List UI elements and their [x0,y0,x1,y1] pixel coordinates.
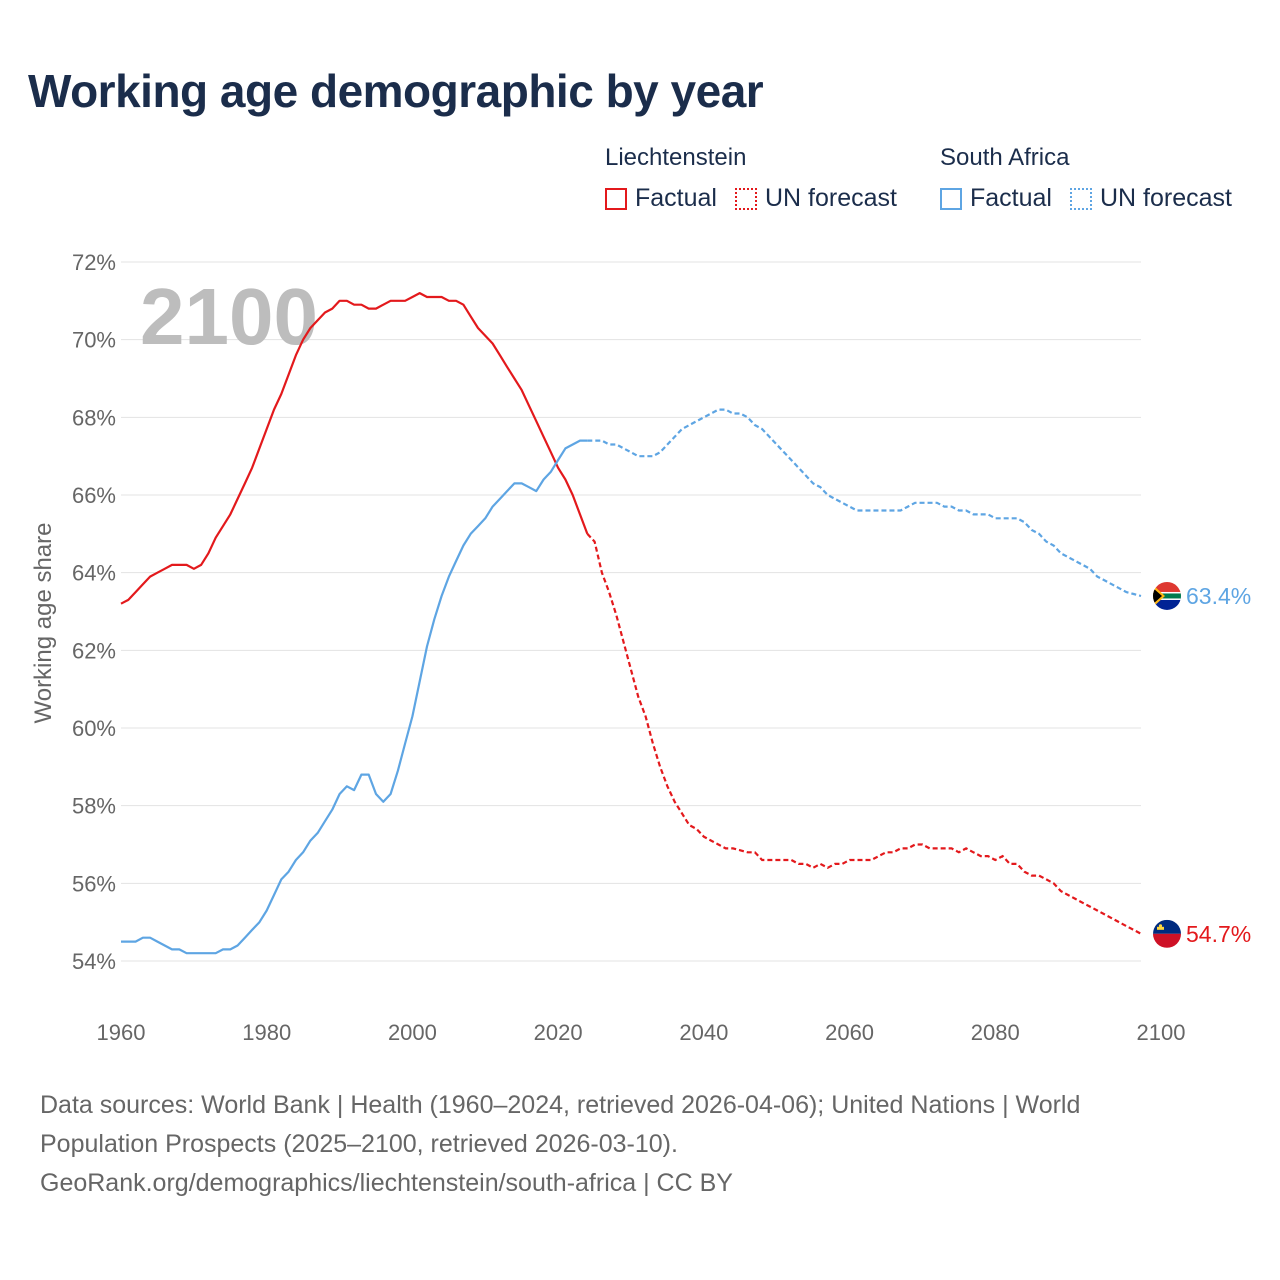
series-line-forecast [586,533,1142,935]
x-tick-label: 2020 [534,1020,583,1045]
x-tick-label: 2060 [825,1020,874,1045]
legend-group-name: South Africa [940,144,1070,171]
x-tick-label: 2100 [1137,1020,1186,1045]
legend-group-name: Liechtenstein [605,144,747,171]
x-tick-label: 1960 [97,1020,146,1045]
y-tick-label: 68% [72,405,116,430]
legend-group-liechtenstein: Liechtenstein Factual UN forecast [605,144,915,213]
y-axis-label: Working age share [30,523,57,724]
year-overlay: 2100 [140,272,318,361]
x-tick-label: 1980 [242,1020,291,1045]
y-tick-label: 56% [72,871,116,896]
y-tick-label: 58% [72,794,116,819]
y-axis-ticks: 54% 56% 58% 60% 62% 64% 66% 68% 70% 72% [72,250,116,974]
legend-swatch-dotted [734,187,757,210]
legend-item-factual[interactable]: Factual [940,184,1052,213]
legend-label: UN forecast [1099,184,1232,212]
legend-swatch-solid [605,187,627,210]
chart-title: Working age demographic by year [28,65,764,117]
series-line-factual [120,292,589,605]
legend-item-forecast[interactable]: UN forecast [734,184,897,213]
legend-swatch-dotted [1069,187,1092,210]
legend-group-south-africa: South Africa Factual UN forecast [940,144,1250,213]
legend-label: UN forecast [764,184,897,212]
south-africa-flag-icon [1153,581,1181,610]
footer: Data sources: World Bank | Health (1960–… [40,1086,1160,1203]
series-line-factual [121,439,588,955]
legend-item-forecast[interactable]: UN forecast [1069,184,1232,213]
y-tick-label: 72% [72,250,116,275]
credit: GeoRank.org/demographics/liechtenstein/s… [40,1169,733,1197]
x-tick-label: 2000 [388,1020,437,1045]
legend-label: Factual [970,184,1052,212]
legend-label: Factual [635,184,717,212]
series-lines [120,292,1142,955]
x-tick-label: 2080 [971,1020,1020,1045]
y-tick-label: 62% [72,638,116,663]
y-tick-label: 66% [72,483,116,508]
data-sources: Data sources: World Bank | Health (1960–… [40,1091,1081,1158]
legend-item-factual[interactable]: Factual [605,184,717,213]
liechtenstein-flag-icon [1153,919,1181,948]
series-line-forecast [587,408,1142,598]
y-tick-label: 64% [72,561,116,586]
legend-swatch-solid [940,187,962,210]
end-value-label: 54.7% [1186,921,1251,947]
x-axis-ticks: 1960 1980 2000 2020 2040 2060 2080 2100 [97,1020,1186,1045]
y-tick-label: 70% [72,328,116,353]
y-tick-label: 60% [72,716,116,741]
end-value-label: 63.4% [1186,583,1251,609]
y-tick-label: 54% [72,949,116,974]
gridlines [121,261,1141,962]
x-tick-label: 2040 [679,1020,728,1045]
end-markers: 54.7% 63.4% [1153,581,1251,948]
